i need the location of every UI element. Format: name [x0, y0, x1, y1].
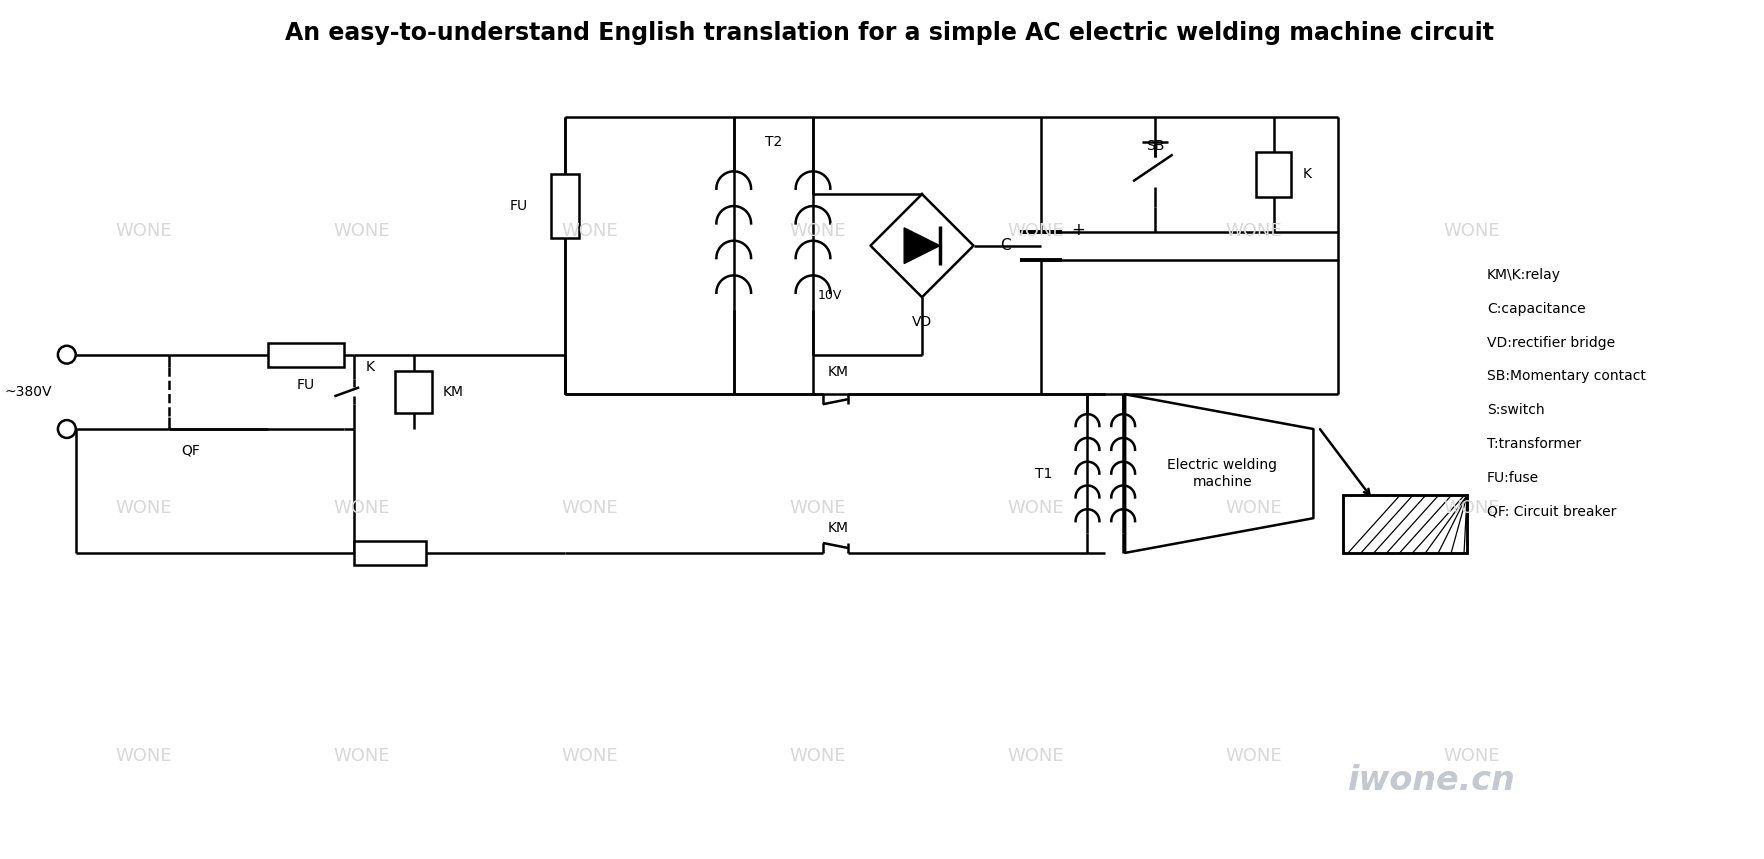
Text: WONE: WONE: [1224, 747, 1282, 765]
Text: WONE: WONE: [1443, 499, 1499, 517]
Text: WONE: WONE: [789, 747, 845, 765]
Text: WONE: WONE: [561, 747, 617, 765]
Text: T1: T1: [1035, 466, 1051, 480]
Text: T2: T2: [764, 135, 781, 149]
Text: WONE: WONE: [1007, 499, 1064, 517]
Text: S:switch: S:switch: [1485, 403, 1544, 417]
Text: SB: SB: [1145, 138, 1164, 153]
Text: WONE: WONE: [1224, 222, 1282, 240]
Text: ~380V: ~380V: [5, 385, 51, 399]
Text: WONE: WONE: [1007, 222, 1064, 240]
Bar: [268, 343, 344, 367]
Text: KM: KM: [443, 385, 464, 399]
Text: WONE: WONE: [116, 747, 173, 765]
Text: KM: KM: [827, 365, 848, 380]
Bar: [1342, 496, 1466, 553]
Text: C:capacitance: C:capacitance: [1485, 302, 1584, 316]
Text: 10V: 10V: [817, 289, 841, 302]
Bar: [1256, 152, 1291, 197]
Text: VD:rectifier bridge: VD:rectifier bridge: [1485, 336, 1614, 350]
Text: SB:Momentary contact: SB:Momentary contact: [1485, 369, 1644, 383]
Text: KM\K:relay: KM\K:relay: [1485, 268, 1559, 283]
Text: WONE: WONE: [333, 222, 390, 240]
Bar: [550, 174, 579, 238]
Text: WONE: WONE: [1443, 747, 1499, 765]
Bar: [395, 371, 432, 412]
Text: WONE: WONE: [1443, 222, 1499, 240]
Text: WONE: WONE: [1224, 499, 1282, 517]
Text: K: K: [365, 360, 376, 374]
Text: WONE: WONE: [789, 499, 845, 517]
Text: WONE: WONE: [561, 499, 617, 517]
Text: WONE: WONE: [789, 222, 845, 240]
Text: T:transformer: T:transformer: [1485, 437, 1581, 451]
Text: QF: Circuit breaker: QF: Circuit breaker: [1485, 504, 1616, 518]
Text: FU:fuse: FU:fuse: [1485, 471, 1538, 484]
Text: WONE: WONE: [116, 222, 173, 240]
Text: VD: VD: [912, 315, 931, 329]
Text: iwone.cn: iwone.cn: [1348, 765, 1515, 797]
Text: WONE: WONE: [1007, 747, 1064, 765]
Text: WONE: WONE: [333, 747, 390, 765]
Text: WONE: WONE: [333, 499, 390, 517]
Text: C: C: [1000, 238, 1011, 253]
Bar: [355, 541, 425, 564]
Text: QF: QF: [180, 444, 199, 458]
Text: FU: FU: [510, 199, 527, 213]
Bar: [1342, 496, 1466, 553]
Text: An easy-to-understand English translation for a simple AC electric welding machi: An easy-to-understand English translatio…: [284, 21, 1492, 45]
Text: K: K: [1302, 168, 1311, 181]
Text: WONE: WONE: [116, 499, 173, 517]
Text: KM: KM: [827, 521, 848, 535]
Polygon shape: [903, 228, 938, 264]
Text: Electric welding
machine: Electric welding machine: [1166, 459, 1277, 489]
Text: WONE: WONE: [561, 222, 617, 240]
Text: +: +: [1071, 221, 1085, 239]
Text: FU: FU: [296, 379, 316, 393]
